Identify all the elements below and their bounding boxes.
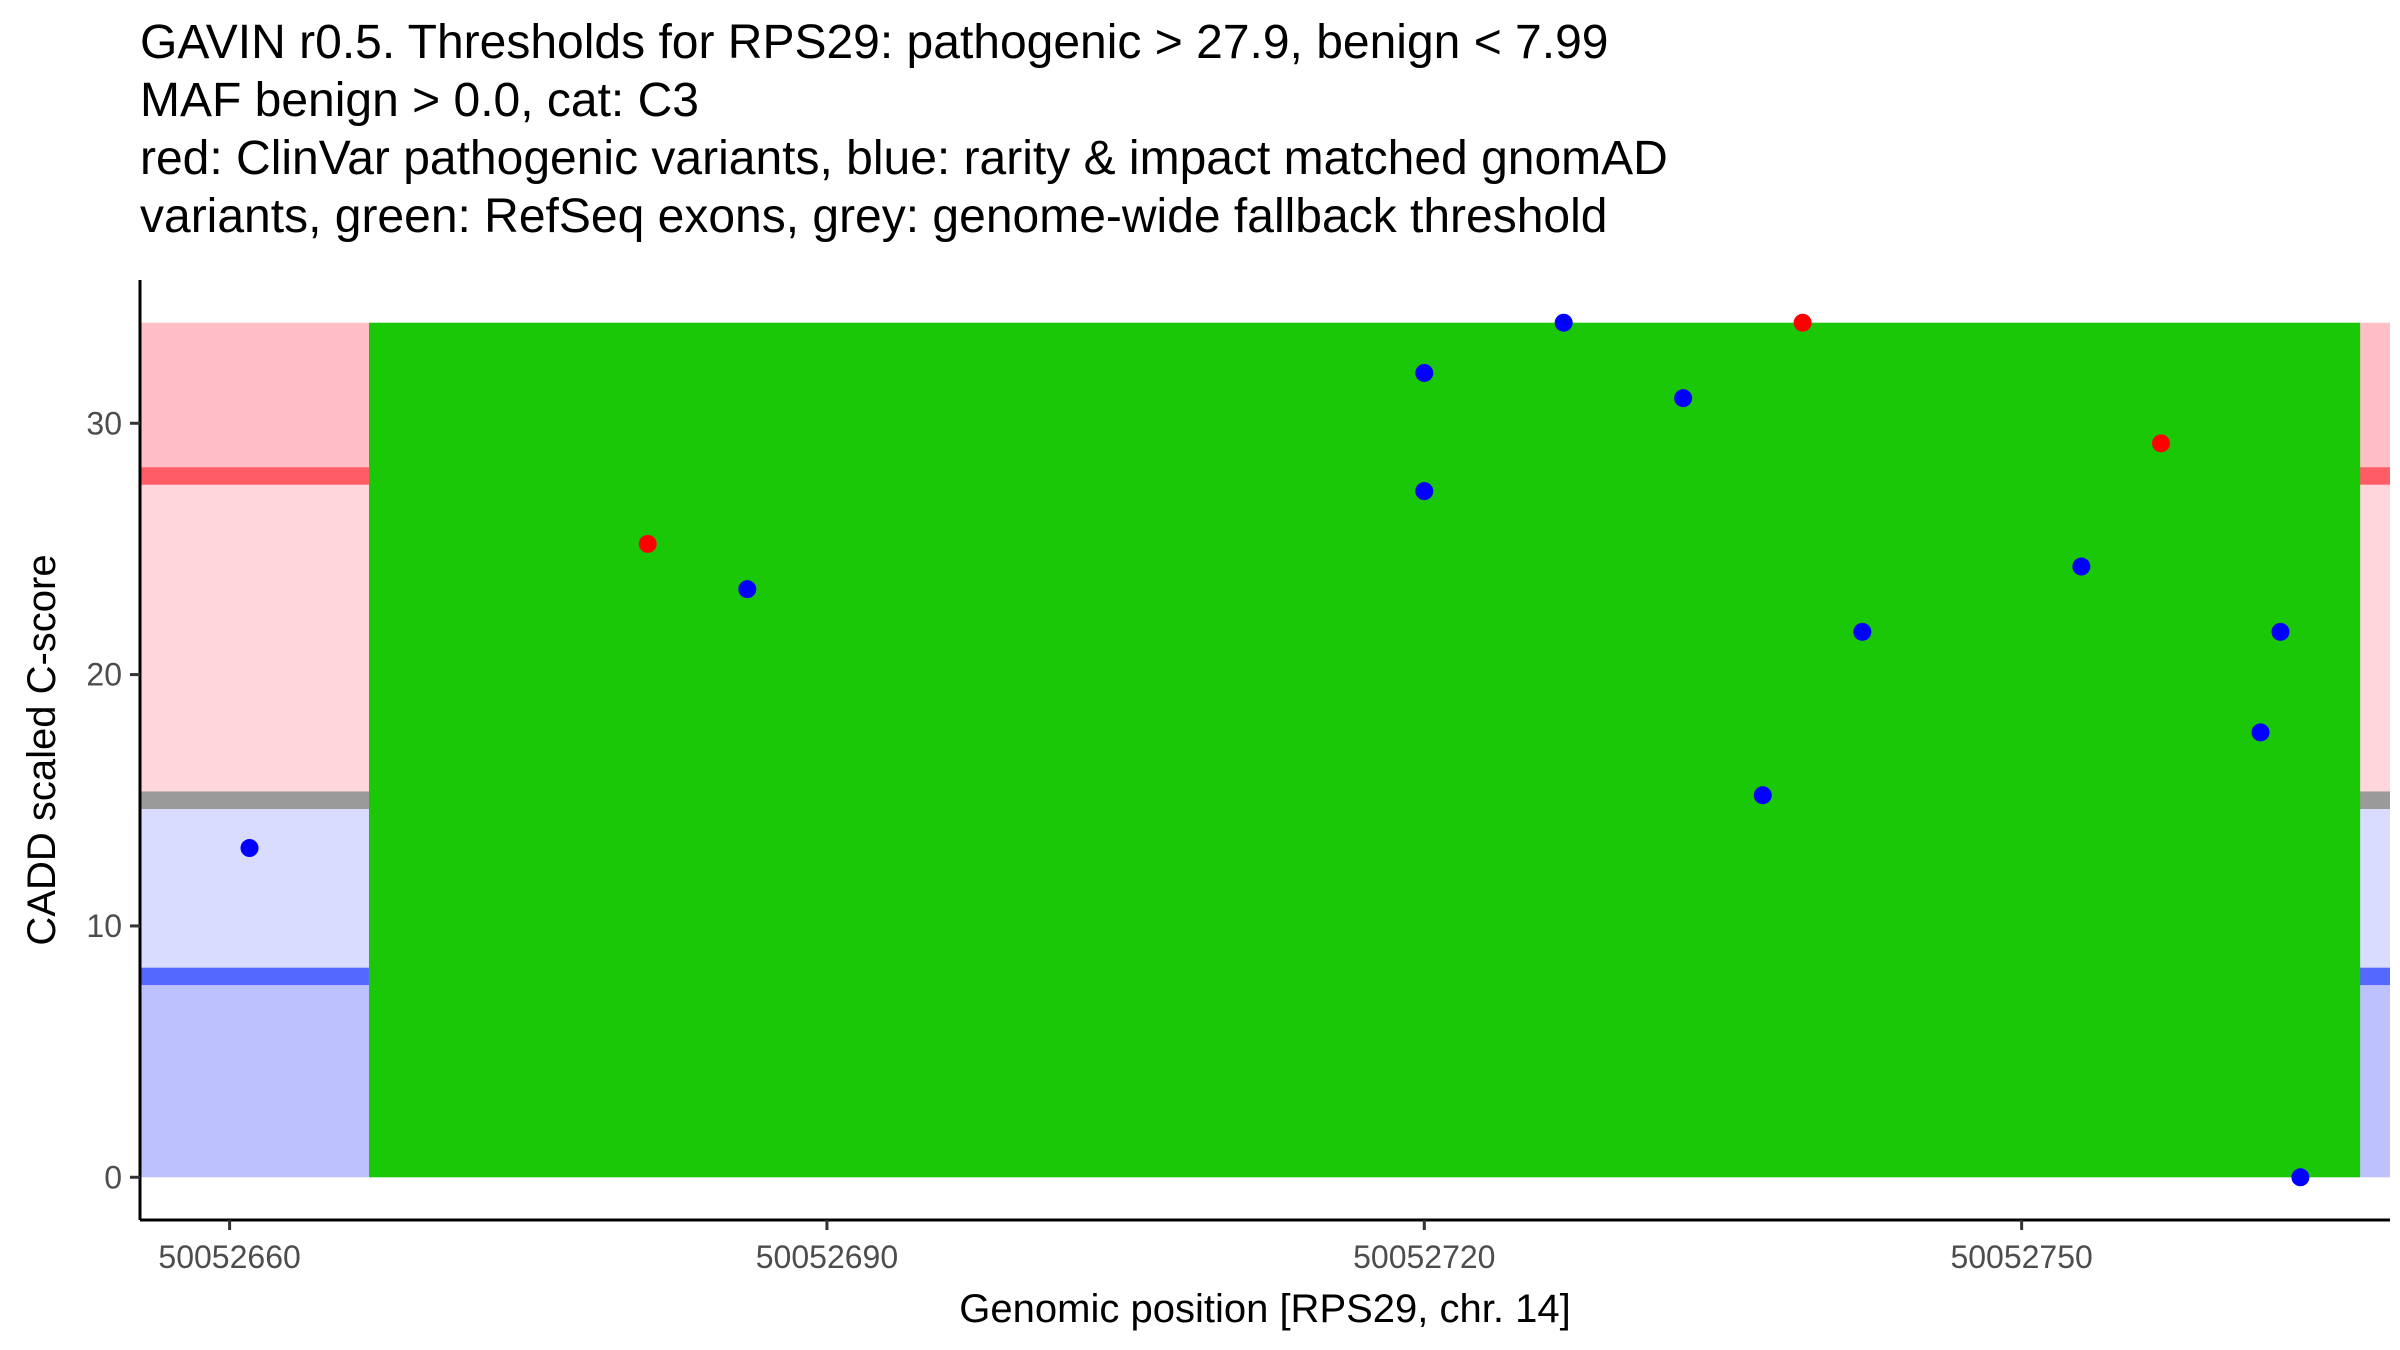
axis-ticks: 50052660 50052690 50052720 50052750 0 10 20 30 — [86, 405, 2092, 1275]
gnomad-point — [1753, 786, 1772, 805]
y-tick-label: 30 — [86, 405, 122, 441]
y-axis-title: CADD scaled C-score — [20, 554, 64, 945]
axes — [138, 280, 2390, 1222]
gnomad-point — [2251, 723, 2270, 742]
gnomad-point — [2291, 1168, 2310, 1187]
gnomad-point — [1853, 622, 1872, 641]
title-line-2: MAF benign > 0.0, cat: C3 — [140, 74, 699, 127]
exon-regions — [368, 322, 2361, 1178]
x-axis-title: Genomic position [RPS29, chr. 14] — [959, 1287, 1570, 1331]
gnomad-point — [1554, 313, 1573, 332]
gnomad-point — [738, 580, 757, 599]
y-tick-label: 10 — [86, 908, 122, 944]
pathogenic-point — [1793, 313, 1812, 332]
x-tick-label: 50052750 — [1950, 1239, 2092, 1275]
variant-points — [240, 313, 2310, 1187]
pathogenic-point — [2152, 434, 2171, 453]
gnomad-point — [1674, 389, 1693, 408]
gnomad-point — [2072, 557, 2091, 576]
gnomad-point — [1415, 482, 1434, 501]
title-line-4: variants, green: RefSeq exons, grey: gen… — [140, 190, 1608, 243]
y-tick-label: 0 — [104, 1159, 122, 1195]
x-tick-label: 50052660 — [158, 1239, 300, 1275]
x-tick-label: 50052720 — [1353, 1239, 1495, 1275]
title-line-1: GAVIN r0.5. Thresholds for RPS29: pathog… — [140, 16, 1609, 69]
exon-region — [368, 322, 2361, 1178]
gnomad-point — [2271, 622, 2290, 641]
x-tick-label: 50052690 — [756, 1239, 898, 1275]
title-line-3: red: ClinVar pathogenic variants, blue: … — [140, 132, 1668, 185]
y-tick-label: 20 — [86, 657, 122, 693]
chart-title: GAVIN r0.5. Thresholds for RPS29: pathog… — [140, 14, 2380, 246]
gnomad-point — [240, 839, 259, 858]
gnomad-point — [1415, 363, 1434, 382]
pathogenic-point — [638, 534, 657, 553]
